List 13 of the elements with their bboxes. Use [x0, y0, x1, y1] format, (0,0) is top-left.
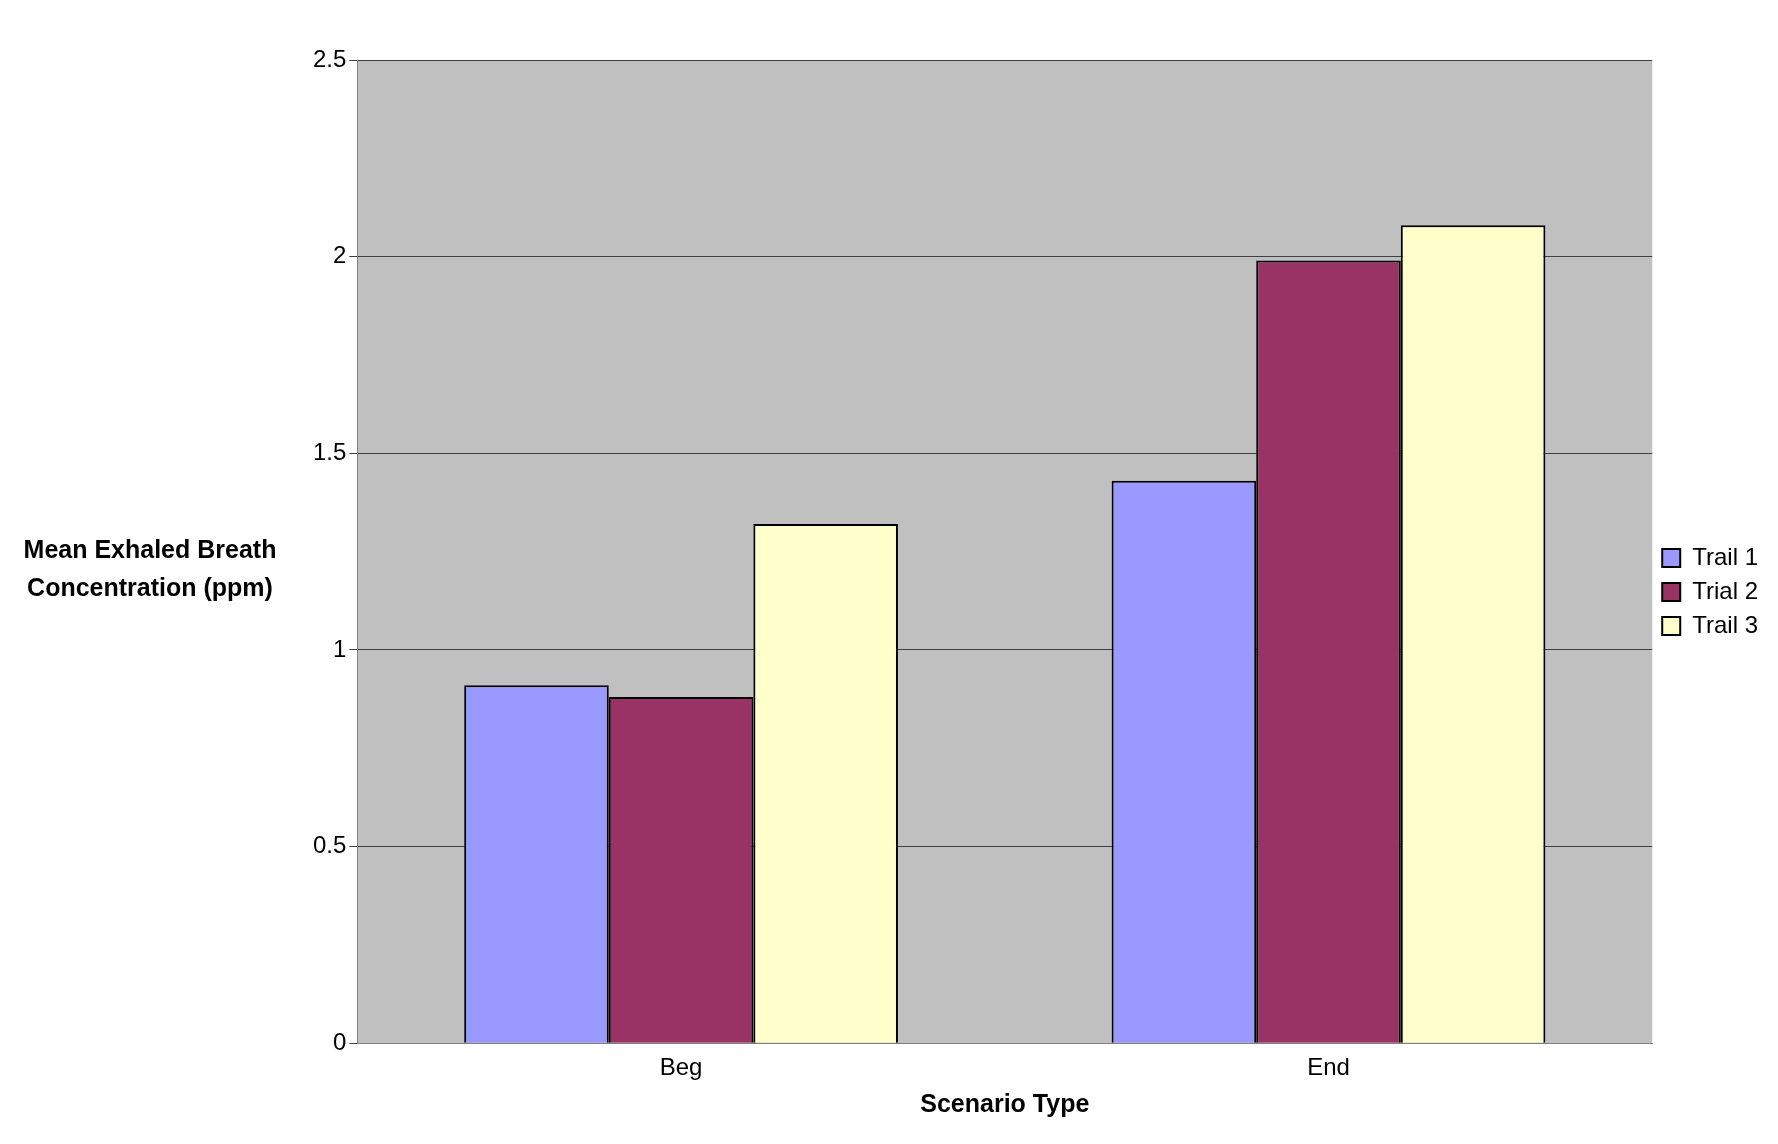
- y-tick-label: 1.5: [312, 437, 347, 465]
- legend-label: Trail 1: [1692, 542, 1759, 570]
- y-tick-label: 0: [333, 1027, 347, 1055]
- x-tick-label: End: [1307, 1053, 1350, 1081]
- legend-label: Trial 2: [1692, 576, 1759, 604]
- y-axis-title: Mean Exhaled Breath Concentration (ppm): [22, 534, 278, 603]
- y-tick-label: 1: [333, 634, 347, 662]
- x-tick-label: Beg: [659, 1053, 703, 1081]
- x-axis-title: Scenario Type: [920, 1088, 1090, 1117]
- y-tick-label: 2.5: [312, 44, 347, 72]
- y-tick-label: 2: [333, 241, 347, 269]
- y-tick-label: 0.5: [312, 831, 347, 859]
- legend-label: Trail 3: [1692, 610, 1759, 638]
